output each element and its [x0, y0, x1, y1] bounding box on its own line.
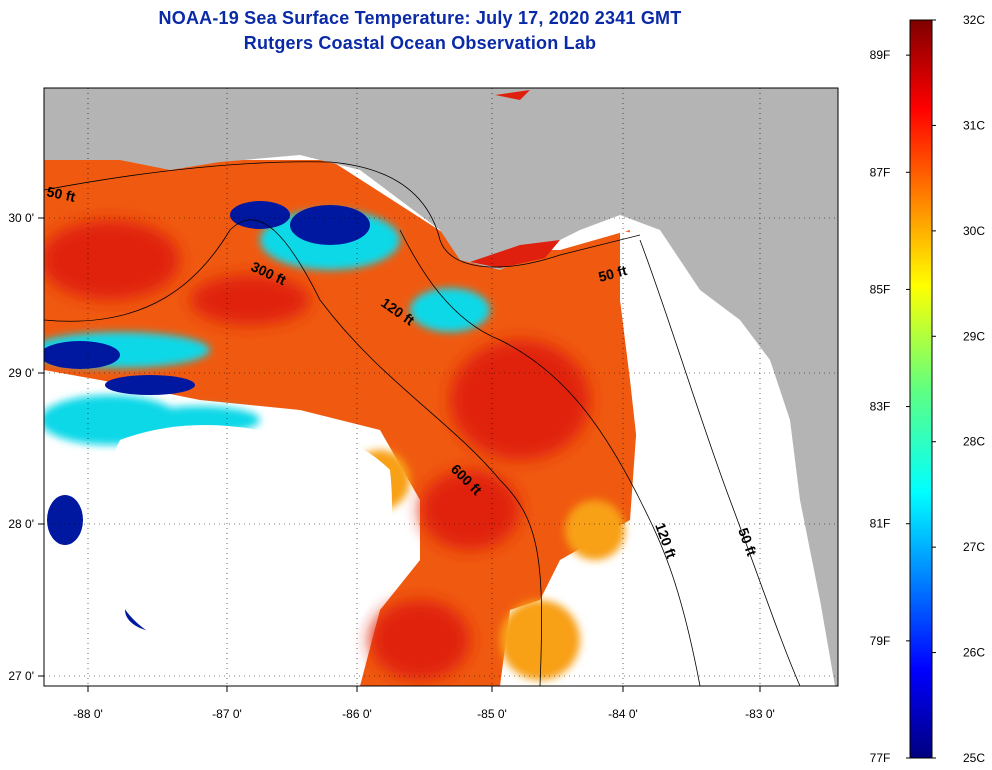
- lon-tick-label: -86 0': [342, 707, 372, 721]
- fahrenheit-label: 81F: [870, 517, 891, 531]
- colorbar-gradient: [909, 19, 933, 759]
- celsius-label: 32C: [963, 13, 985, 27]
- fahrenheit-label: 79F: [870, 634, 891, 648]
- celsius-label: 28C: [963, 435, 985, 449]
- fahrenheit-label: 77F: [870, 751, 891, 765]
- lat-tick-label: 28 0': [8, 517, 34, 531]
- longitude-axis: -88 0' -87 0' -86 0' -85 0' -84 0' -83 0': [73, 686, 775, 721]
- fahrenheit-label: 89F: [870, 48, 891, 62]
- latitude-axis: 30 0' 29 0' 28 0' 27 0': [8, 211, 44, 683]
- warm-water-region: [44, 160, 640, 686]
- lon-tick-label: -87 0': [212, 707, 242, 721]
- coastal-hot-water: [470, 90, 560, 268]
- colorbar: 32C 31C 30C 29C 28C 27C 26C 25C 89F 87F 85F 83F 81F 7…: [870, 13, 986, 765]
- map-subtitle: Rutgers Coastal Ocean Observation Lab: [243, 33, 597, 53]
- lat-tick-label: 29 0': [8, 366, 34, 380]
- fahrenheit-label: 83F: [870, 400, 891, 414]
- lon-tick-label: -88 0': [73, 707, 103, 721]
- lon-tick-label: -84 0': [608, 707, 638, 721]
- fahrenheit-label: 87F: [870, 165, 891, 179]
- map-border: [43, 87, 839, 687]
- celsius-label: 26C: [963, 646, 985, 660]
- celsius-label: 30C: [963, 224, 985, 238]
- lon-tick-label: -83 0': [745, 707, 775, 721]
- map-title: NOAA-19 Sea Surface Temperature: July 17…: [158, 8, 682, 28]
- contour-label: 50 ft: [45, 183, 77, 205]
- celsius-label: 27C: [963, 540, 985, 554]
- land-mass: [44, 88, 838, 686]
- celsius-label: 29C: [963, 329, 985, 343]
- hot-water-patches: [44, 220, 590, 680]
- lon-tick-label: -85 0': [477, 707, 507, 721]
- lat-tick-label: 27 0': [8, 669, 34, 683]
- fahrenheit-label: 85F: [870, 282, 891, 296]
- depth-contours: [44, 161, 801, 686]
- contour-label: 50 ft: [597, 262, 629, 285]
- celsius-label: 25C: [963, 751, 985, 765]
- lat-tick-label: 30 0': [8, 211, 34, 225]
- map-frame-content: [44, 88, 838, 686]
- celsius-label: 31C: [963, 118, 985, 132]
